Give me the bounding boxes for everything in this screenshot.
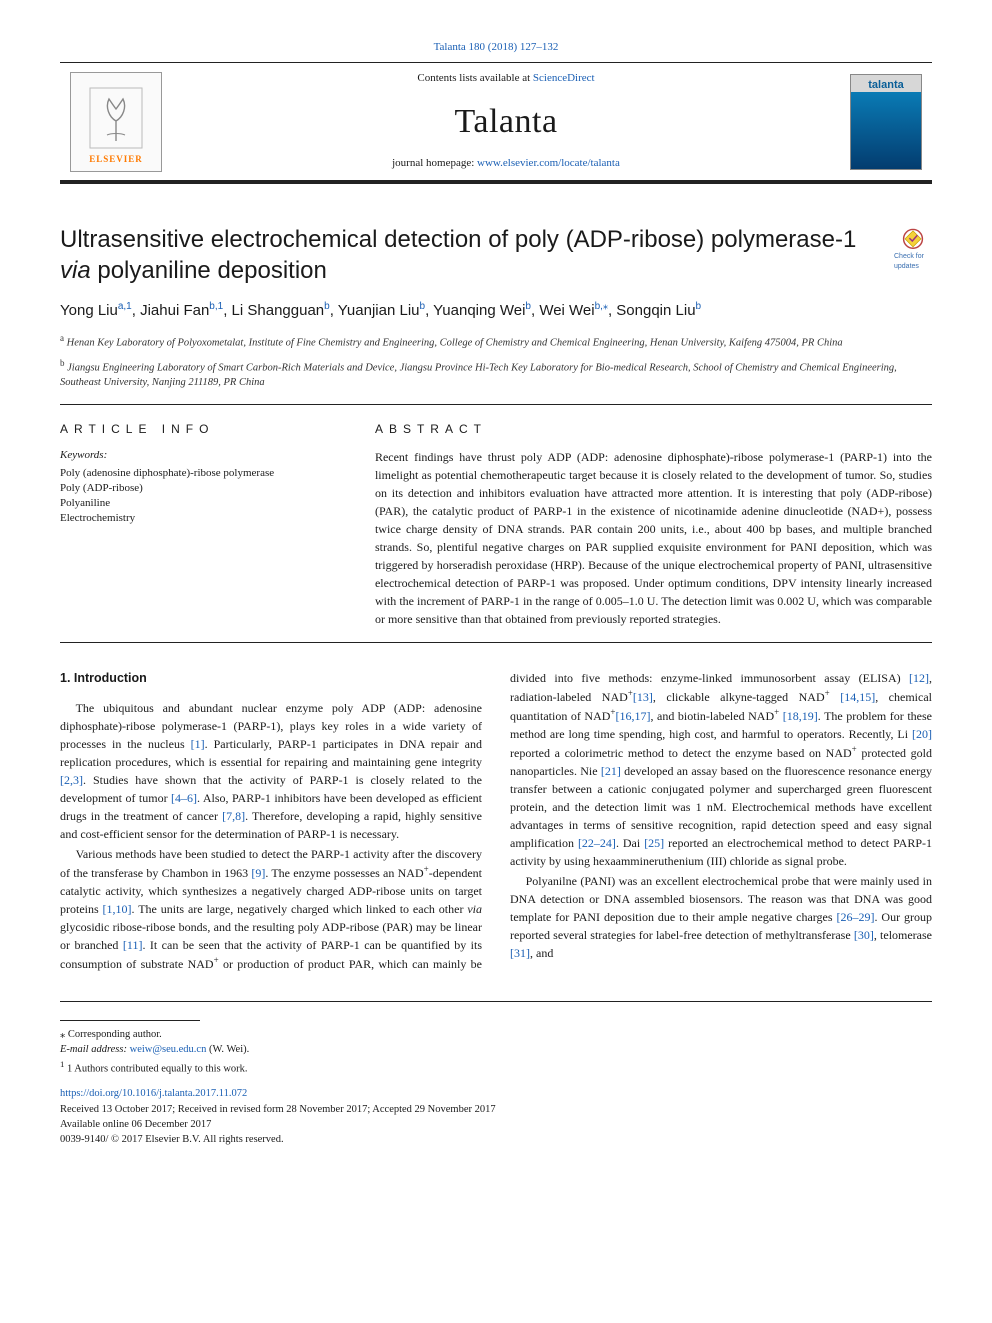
- citation-link[interactable]: [25]: [644, 836, 664, 850]
- author-aff-link[interactable]: b,⁎: [595, 301, 608, 312]
- check-updates-badge[interactable]: Check for updates: [894, 228, 932, 272]
- abstract-text: Recent findings have thrust poly ADP (AD…: [375, 448, 932, 628]
- citation-link[interactable]: [11]: [123, 938, 143, 952]
- elsevier-tree-icon: [89, 87, 143, 149]
- citation-link[interactable]: [2,3]: [60, 773, 83, 787]
- keyword: Poly (ADP-ribose): [60, 481, 347, 496]
- email-link[interactable]: weiw@seu.edu.cn: [130, 1044, 207, 1055]
- keyword: Polyaniline: [60, 496, 347, 511]
- footer: ⁎ Corresponding author. E-mail address: …: [60, 1001, 932, 1147]
- affiliation-b: b Jiangsu Engineering Laboratory of Smar…: [60, 357, 932, 390]
- available-line: Available online 06 December 2017: [60, 1117, 932, 1132]
- body-columns: 1. Introduction The ubiquitous and abund…: [60, 669, 932, 973]
- citation-link[interactable]: [16,17]: [616, 709, 651, 723]
- check-updates-icon: [898, 228, 928, 250]
- article-title: Ultrasensitive electrochemical detection…: [60, 224, 878, 286]
- citation-link[interactable]: [22–24]: [578, 836, 616, 850]
- divider: [60, 404, 932, 405]
- intro-p3: Polyanilne (PANI) was an excellent elect…: [510, 872, 932, 962]
- journal-name: Talanta: [162, 97, 850, 146]
- citation-link[interactable]: [26–29]: [836, 910, 874, 924]
- contents-line: Contents lists available at ScienceDirec…: [162, 71, 850, 87]
- publisher-name: ELSEVIER: [89, 153, 143, 166]
- corresponding-author: ⁎ Corresponding author.: [60, 1027, 932, 1042]
- citation-link[interactable]: [4–6]: [171, 791, 197, 805]
- citation-link[interactable]: [13]: [633, 690, 653, 704]
- divider: [60, 642, 932, 643]
- sciencedirect-link[interactable]: ScienceDirect: [533, 72, 595, 84]
- author-aff-link[interactable]: b: [696, 301, 702, 312]
- issn-line: 0039-9140/ © 2017 Elsevier B.V. All righ…: [60, 1132, 932, 1147]
- article-info-heading: ARTICLE INFO: [60, 421, 347, 438]
- citation-link[interactable]: [7,8]: [222, 809, 245, 823]
- doi-link[interactable]: https://doi.org/10.1016/j.talanta.2017.1…: [60, 1088, 247, 1099]
- keyword: Electrochemistry: [60, 511, 347, 526]
- citation-link[interactable]: [20]: [912, 727, 932, 741]
- journal-header: ELSEVIER Contents lists available at Sci…: [60, 62, 932, 184]
- authors: Yong Liua,1, Jiahui Fanb,1, Li Shangguan…: [60, 300, 932, 322]
- author-aff-link[interactable]: a,1: [118, 301, 132, 312]
- citation-link[interactable]: [9]: [251, 866, 265, 880]
- keywords-list: Poly (adenosine diphosphate)-ribose poly…: [60, 466, 347, 525]
- author-aff-link[interactable]: b,1: [209, 301, 223, 312]
- affiliation-a: a Henan Key Laboratory of Polyoxometalat…: [60, 332, 932, 351]
- history-line: Received 13 October 2017; Received in re…: [60, 1102, 932, 1117]
- email-line: E-mail address: weiw@seu.edu.cn (W. Wei)…: [60, 1042, 932, 1057]
- abstract-heading: ABSTRACT: [375, 421, 932, 438]
- footer-rule: [60, 1020, 200, 1021]
- check-updates-label: Check for updates: [894, 252, 932, 272]
- journal-homepage-link[interactable]: www.elsevier.com/locate/talanta: [477, 157, 620, 169]
- intro-p1: The ubiquitous and abundant nuclear enzy…: [60, 699, 482, 843]
- contribution-note: 1 1 Authors contributed equally to this …: [60, 1058, 932, 1077]
- citation-link[interactable]: [14,15]: [830, 690, 875, 704]
- citation-link[interactable]: [1,10]: [103, 902, 132, 916]
- citation-link[interactable]: [12]: [909, 671, 929, 685]
- keywords-label: Keywords:: [60, 448, 347, 464]
- citation-link[interactable]: [30]: [854, 928, 874, 942]
- citation-link[interactable]: [31]: [510, 946, 530, 960]
- publisher-logo: ELSEVIER: [70, 72, 162, 172]
- cover-label: talanta: [868, 78, 903, 94]
- journal-cover-thumb: talanta: [850, 74, 922, 170]
- citation-link[interactable]: [1]: [191, 737, 205, 751]
- running-head: Talanta 180 (2018) 127–132: [60, 40, 932, 56]
- homepage-line: journal homepage: www.elsevier.com/locat…: [162, 156, 850, 172]
- section-heading-intro: 1. Introduction: [60, 669, 482, 687]
- keyword: Poly (adenosine diphosphate)-ribose poly…: [60, 466, 347, 481]
- citation-link[interactable]: [18,19]: [779, 709, 818, 723]
- citation-link[interactable]: [21]: [601, 764, 621, 778]
